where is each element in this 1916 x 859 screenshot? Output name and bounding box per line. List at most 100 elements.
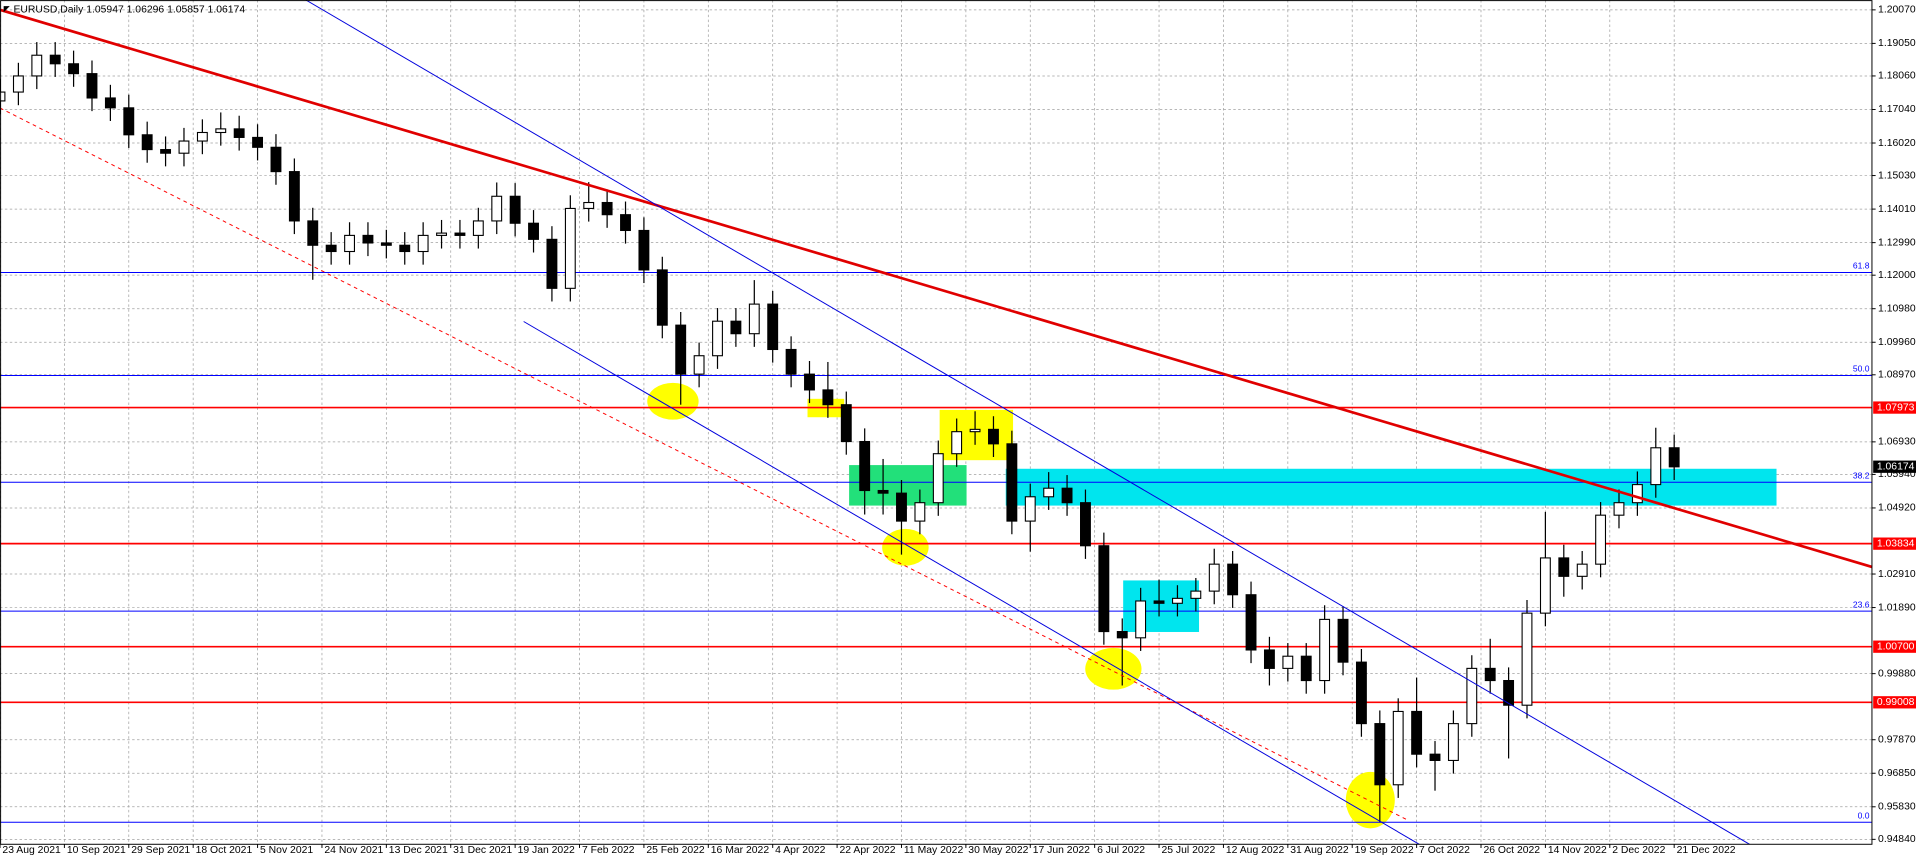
candle-body	[1374, 723, 1386, 786]
candle-body	[951, 431, 963, 455]
price-level-box	[1873, 696, 1916, 709]
y-tick-label: 1.08970	[1878, 370, 1916, 381]
x-tick-label: 5 Nov 2021	[260, 845, 313, 856]
trendline	[0, 107, 1408, 821]
y-tick-label: 1.10980	[1878, 303, 1916, 314]
fib-label: 50.0	[1853, 364, 1870, 374]
trendlines	[0, 0, 1873, 845]
candle-body	[546, 238, 558, 289]
axes	[0, 0, 1876, 848]
candle-body	[1429, 753, 1441, 761]
candle-body	[1503, 679, 1515, 706]
candle-body	[914, 502, 926, 522]
candle-body	[896, 492, 907, 522]
candle-body	[528, 222, 539, 240]
candle-body	[1263, 649, 1275, 669]
current-price-box	[1873, 460, 1916, 473]
x-tick-label: 7 Feb 2022	[582, 845, 635, 856]
candle-body	[1135, 600, 1147, 639]
x-tick-label: 12 Aug 2022	[1226, 845, 1285, 856]
candle-body	[288, 171, 300, 222]
candle-body	[270, 146, 282, 173]
fib-label: 23.6	[1853, 599, 1870, 609]
y-tick-label: 1.01890	[1878, 602, 1916, 613]
candle-body	[1650, 447, 1662, 486]
zone-yellow	[939, 409, 1014, 461]
x-tick-label: 14 Nov 2022	[1548, 845, 1607, 856]
candle-body	[1098, 545, 1110, 633]
candles	[0, 42, 1680, 823]
candle-body	[252, 136, 264, 148]
candle-body	[730, 320, 742, 335]
x-tick-label: 31 Dec 2021	[453, 845, 512, 856]
candle-body	[1484, 667, 1496, 682]
x-tick-label: 2 Dec 2022	[1612, 845, 1665, 856]
candle-body	[656, 269, 668, 326]
candle-body	[1006, 443, 1018, 522]
candle-body	[1300, 655, 1312, 682]
y-tick-label: 1.19050	[1878, 38, 1916, 49]
fib-label: 61.8	[1853, 261, 1870, 271]
x-tick-label: 16 Mar 2022	[711, 845, 770, 856]
highlight	[647, 382, 699, 420]
price-level-label: 1.07973	[1877, 402, 1915, 413]
candle-body	[1392, 710, 1404, 786]
candle-body	[785, 348, 797, 375]
x-tick-label: 26 Oct 2022	[1483, 845, 1540, 856]
price-level-box	[1873, 537, 1916, 550]
candle-body	[362, 234, 374, 244]
y-tick-label: 1.16020	[1878, 138, 1916, 149]
candle-body	[969, 428, 981, 433]
candle-body	[1190, 590, 1202, 599]
candle-body	[399, 244, 411, 253]
candle-body	[123, 107, 135, 136]
highlight	[1345, 771, 1395, 829]
grid	[0, 0, 1872, 845]
candle-body	[1411, 710, 1423, 755]
candle-body	[1282, 655, 1294, 669]
candle-body	[988, 428, 999, 445]
candle-body	[675, 324, 687, 375]
candle-body	[233, 128, 245, 138]
candle-body	[509, 195, 521, 224]
candle-body	[141, 134, 153, 151]
x-tick-label: 22 Apr 2022	[840, 845, 896, 856]
candle-body	[1668, 447, 1680, 468]
plot-frame	[0, 0, 1873, 845]
candle-body	[49, 54, 61, 65]
x-tick-label: 24 Nov 2021	[324, 845, 383, 856]
x-tick-label: 25 Jul 2022	[1161, 845, 1215, 856]
candle-body	[68, 63, 80, 75]
x-tick-label: 18 Oct 2021	[196, 845, 253, 856]
y-tick-label: 1.14010	[1878, 204, 1916, 215]
y-tick-label: 1.12000	[1878, 270, 1916, 281]
y-tick-label: 1.05940	[1878, 469, 1916, 480]
y-tick-label: 1.04920	[1878, 503, 1916, 514]
candle-body	[380, 242, 392, 246]
candle-body	[1116, 631, 1128, 639]
candle-body	[1227, 563, 1239, 596]
candle-body	[1319, 618, 1331, 682]
chart-title: EURUSD,Daily 1.05947 1.06296 1.05857 1.0…	[13, 5, 245, 16]
candle-body	[307, 220, 319, 246]
x-tick-label: 30 May 2022	[968, 845, 1028, 856]
candle-body	[1172, 597, 1183, 604]
candle-body	[1024, 496, 1036, 522]
trendline	[305, 0, 1750, 845]
price-level-box	[1873, 401, 1916, 414]
candle-body	[1208, 563, 1220, 592]
y-tick-label: 0.99880	[1878, 668, 1916, 679]
candle-body	[31, 54, 43, 77]
candle-body	[1631, 484, 1643, 504]
x-tick-label: 21 Dec 2022	[1677, 845, 1736, 856]
fib-label: 38.2	[1853, 470, 1870, 480]
candle-body	[859, 440, 871, 492]
y-tick-label: 0.97870	[1878, 734, 1916, 745]
candle-body	[1245, 594, 1257, 651]
candle-body	[822, 389, 834, 406]
candle-body	[472, 220, 484, 236]
candle-body	[1043, 487, 1055, 498]
trendline	[0, 8, 1873, 569]
y-tick-label: 1.09960	[1878, 337, 1916, 348]
